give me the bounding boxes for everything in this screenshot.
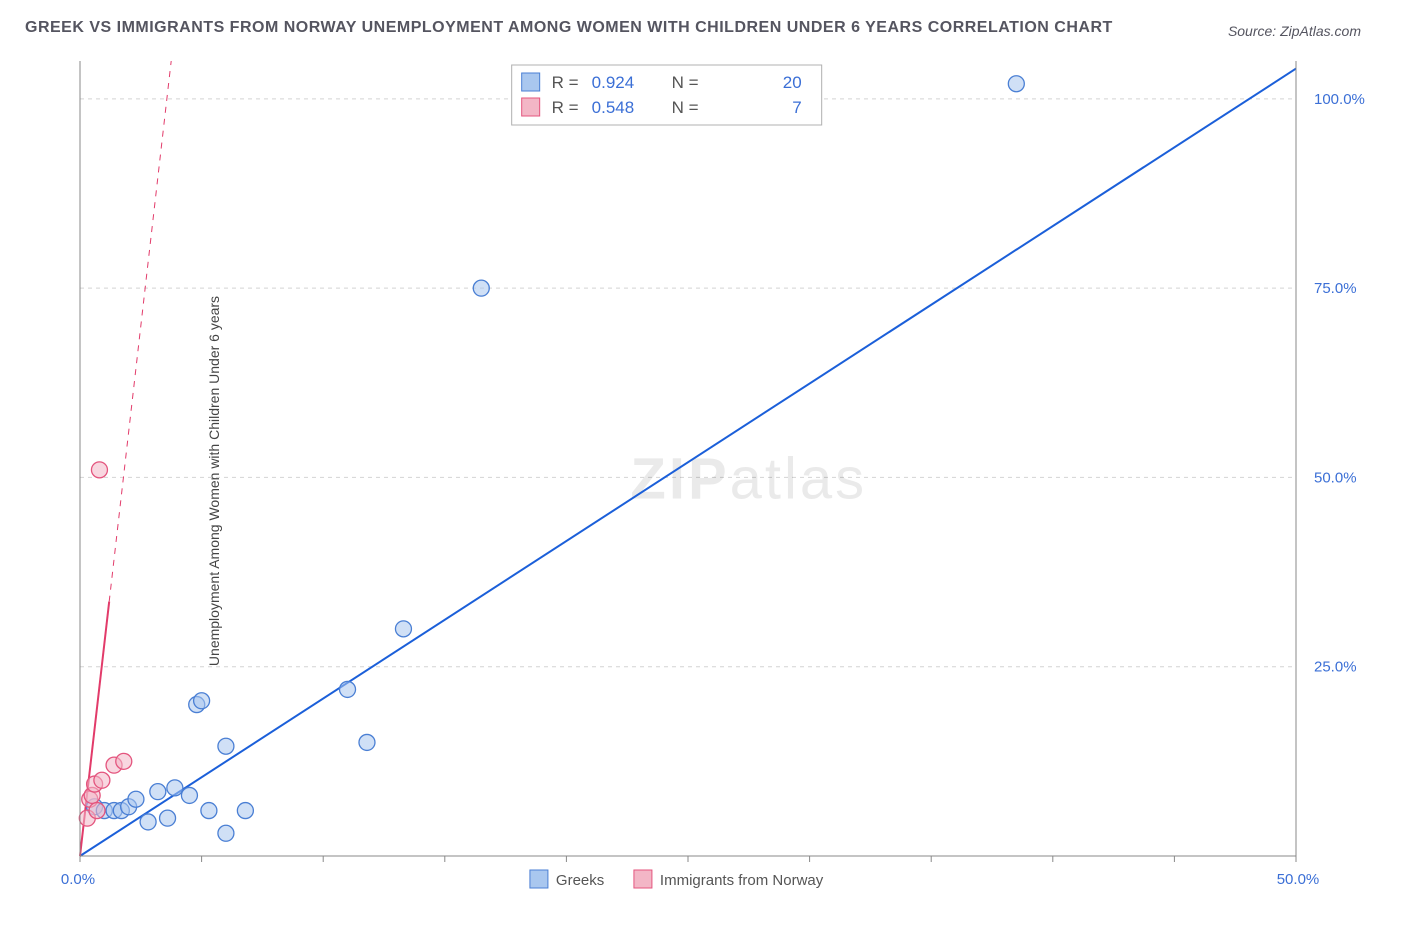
legend-r-value: 0.924 — [592, 73, 635, 92]
data-point — [181, 787, 197, 803]
series-swatch — [634, 870, 652, 888]
series-label: Greeks — [556, 872, 604, 889]
data-point — [473, 280, 489, 296]
legend-n-label: N = — [672, 73, 699, 92]
data-point — [128, 791, 144, 807]
data-point — [89, 802, 105, 818]
series-swatch — [530, 870, 548, 888]
y-axis-label: Unemployment Among Women with Children U… — [206, 296, 222, 666]
data-point — [395, 620, 411, 636]
correlation-scatter-chart: 25.0% 50.0% 75.0% 100.0% ZIPatlas 0.0% 50.0% R … — [25, 51, 1381, 911]
data-point — [218, 825, 234, 841]
data-point — [218, 738, 234, 754]
legend-r-label: R = — [552, 98, 579, 117]
chart-title: GREEK VS IMMIGRANTS FROM NORWAY UNEMPLOY… — [25, 15, 1113, 41]
data-point — [150, 783, 166, 799]
legend-n-value: 7 — [792, 98, 801, 117]
y-tick-label: 25.0% — [1314, 658, 1357, 675]
series-label: Immigrants from Norway — [660, 872, 824, 889]
trend-line-dashed — [109, 61, 171, 602]
trend-line — [80, 68, 1296, 855]
data-point — [167, 779, 183, 795]
watermark: ZIPatlas — [630, 446, 867, 511]
data-point — [1008, 75, 1024, 91]
y-tick-label: 50.0% — [1314, 469, 1357, 486]
legend-r-value: 0.548 — [592, 98, 635, 117]
y-tick-label: 100.0% — [1314, 90, 1365, 107]
data-point — [160, 810, 176, 826]
x-tick-label: 50.0% — [1277, 871, 1320, 888]
data-point — [140, 814, 156, 830]
legend-swatch — [522, 73, 540, 91]
legend-swatch — [522, 98, 540, 116]
source-label: Source: ZipAtlas.com — [1228, 23, 1381, 41]
legend-n-value: 20 — [783, 73, 802, 92]
legend-r-label: R = — [552, 73, 579, 92]
data-point — [201, 802, 217, 818]
x-tick-label: 0.0% — [61, 871, 95, 888]
data-point — [116, 753, 132, 769]
data-point — [91, 461, 107, 477]
legend-n-label: N = — [672, 98, 699, 117]
data-point — [359, 734, 375, 750]
data-point — [194, 692, 210, 708]
data-point — [237, 802, 253, 818]
data-point — [340, 681, 356, 697]
y-tick-label: 75.0% — [1314, 280, 1357, 297]
data-point — [94, 772, 110, 788]
